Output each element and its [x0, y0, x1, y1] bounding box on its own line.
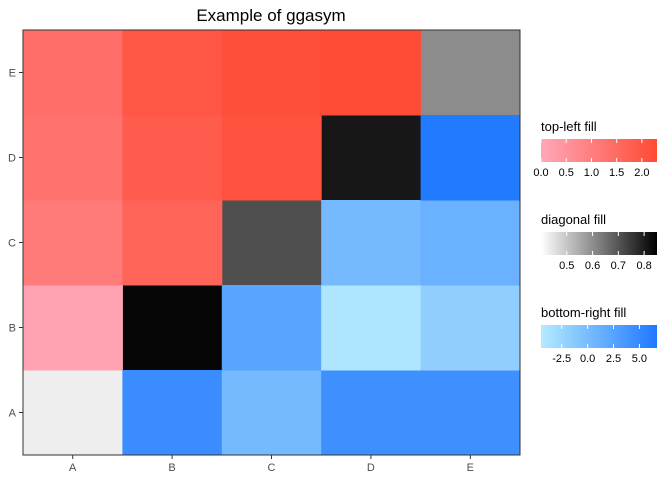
- legend-tick-label: 0.7: [611, 260, 626, 272]
- heatmap-cell-b-b: [122, 285, 223, 371]
- heatmap-cell-d-e: [321, 30, 422, 116]
- heatmap-cell-b-e: [122, 30, 223, 116]
- legend-title: bottom-right fill: [541, 305, 626, 320]
- legend-tick-label: 2.0: [634, 167, 649, 179]
- legend-diagonal: diagonal fill 0.5 0.6 0.7 0.8: [541, 212, 657, 272]
- heatmap-cell-b-d: [122, 115, 223, 201]
- legends: top-left fill 0.0 0.5 1.0 1.5 2.0 diagonal fil…: [533, 119, 657, 365]
- heatmap-cell-c-c: [221, 200, 322, 286]
- legend-tick-label: 1.0: [584, 167, 599, 179]
- legend-tick-label: 0.8: [636, 260, 651, 272]
- heatmap-cell-d-c: [321, 200, 422, 286]
- legend-bottom-right: bottom-right fill -2.5 0.0 2.5 5.0: [541, 305, 657, 365]
- heatmap-cell-a-a: [23, 370, 123, 456]
- heatmap-cell-d-d: [321, 115, 422, 201]
- heatmap-cell-a-b: [23, 285, 123, 371]
- legend-colorbar: [541, 139, 657, 162]
- heatmap-cell-b-c: [122, 200, 223, 286]
- heatmap-cell-c-b: [221, 285, 322, 371]
- x-tick-label: D: [367, 462, 375, 474]
- y-tick-label: B: [9, 323, 16, 335]
- heatmap-cell-e-a: [420, 370, 521, 456]
- chart-title: Example of ggasym: [196, 6, 345, 25]
- heatmap-cell-e-c: [420, 200, 521, 286]
- heatmap-cell-e-b: [420, 285, 521, 371]
- heatmap-cell-c-d: [221, 115, 322, 201]
- x-tick-label: E: [467, 462, 474, 474]
- heatmap-cell-d-b: [321, 285, 422, 371]
- legend-tick-label: 0.5: [559, 260, 574, 272]
- legend-tick-label: 0.0: [580, 353, 595, 365]
- legend-tick-label: 0.6: [585, 260, 600, 272]
- y-tick-label: C: [8, 238, 16, 250]
- legend-colorbar: [541, 325, 657, 348]
- heatmap-cell-a-c: [23, 200, 123, 286]
- heatmap-cell-e-e: [420, 30, 521, 116]
- heatmap-cell-c-a: [221, 370, 322, 456]
- heatmap-cell-a-e: [23, 30, 123, 116]
- y-tick-label: A: [9, 408, 17, 420]
- heatmap-cell-e-d: [420, 115, 521, 201]
- legend-tick-label: 1.5: [609, 167, 624, 179]
- legend-tick-label: 5.0: [632, 353, 647, 365]
- x-tick-label: C: [268, 462, 276, 474]
- legend-title: top-left fill: [541, 119, 597, 134]
- heatmap-cell-a-d: [23, 115, 123, 201]
- y-tick-label: D: [8, 153, 16, 165]
- legend-colorbar: [541, 232, 657, 255]
- legend-tick-label: 0.0: [533, 167, 548, 179]
- heatmap-cell-b-a: [122, 370, 223, 456]
- x-tick-label: B: [168, 462, 175, 474]
- x-tick-label: A: [69, 462, 77, 474]
- legend-tick-label: 0.5: [559, 167, 574, 179]
- heatmap-cell-d-a: [321, 370, 422, 456]
- legend-tick-label: -2.5: [552, 353, 571, 365]
- y-axis: A B C D E: [8, 68, 23, 420]
- y-tick-label: E: [9, 68, 16, 80]
- legend-title: diagonal fill: [541, 212, 606, 227]
- x-axis: A B C D E: [69, 455, 474, 474]
- heatmap-cells: [23, 30, 521, 456]
- heatmap-cell-c-e: [221, 30, 322, 116]
- legend-top-left: top-left fill 0.0 0.5 1.0 1.5 2.0: [533, 119, 657, 179]
- legend-tick-label: 2.5: [606, 353, 621, 365]
